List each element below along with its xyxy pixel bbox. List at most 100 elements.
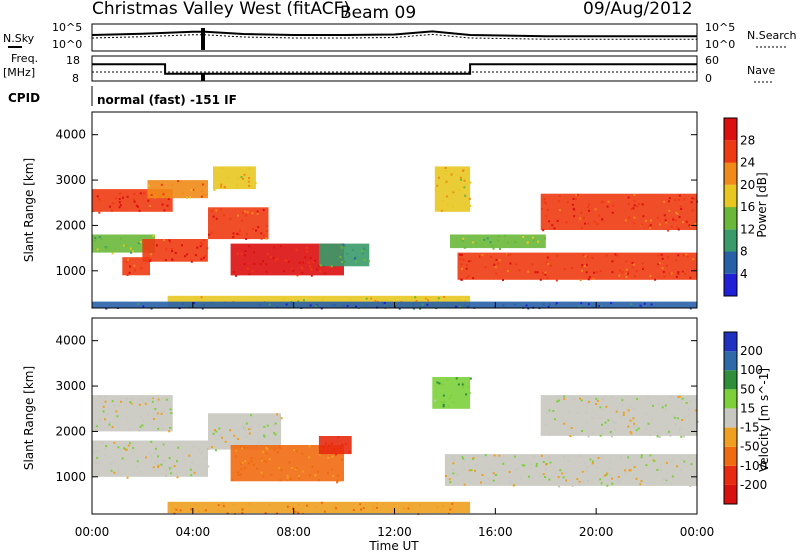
- velocity-speck: [461, 383, 464, 386]
- velocity-colorbar-tick: 100: [740, 363, 763, 377]
- power-speck: [340, 246, 343, 249]
- power-speck: [666, 264, 668, 267]
- power-ytick-label: 1000: [55, 264, 86, 278]
- velocity-speck: [151, 397, 154, 399]
- velocity-speck: [457, 383, 460, 386]
- velocity-speck: [115, 410, 118, 413]
- power-speck: [675, 211, 678, 214]
- power-speck: [689, 276, 692, 279]
- velocity-speck: [249, 427, 252, 430]
- velocity-speck: [294, 510, 297, 513]
- power-speck: [618, 274, 621, 277]
- power-speck: [309, 265, 312, 268]
- velocity-speck: [237, 473, 240, 476]
- velocity-speck: [407, 507, 410, 510]
- velocity-speck: [314, 474, 317, 477]
- power-speck: [638, 203, 640, 206]
- power-speck: [499, 248, 501, 250]
- velocity-speck: [455, 377, 458, 380]
- velocity-speck: [465, 393, 468, 396]
- power-speck: [468, 305, 471, 308]
- power-speck: [632, 207, 635, 210]
- power-speck: [513, 240, 516, 243]
- velocity-speck: [339, 447, 342, 449]
- power-speck: [573, 215, 576, 218]
- velocity-region-2: [208, 413, 282, 450]
- velocity-speck: [470, 469, 473, 472]
- power-speck: [334, 304, 337, 307]
- power-speck: [467, 275, 470, 277]
- velocity-speck: [627, 409, 630, 412]
- velocity-speck: [452, 462, 455, 465]
- velocity-speck: [203, 509, 206, 512]
- power-speck: [272, 257, 275, 260]
- velocity-speck: [673, 416, 676, 419]
- velocity-speck: [352, 509, 355, 512]
- velocity-speck: [175, 508, 178, 511]
- power-speck: [635, 205, 638, 208]
- power-speck: [587, 278, 590, 281]
- power-speck: [685, 253, 688, 256]
- velocity-speck: [248, 502, 251, 505]
- plot-date: 09/Aug/2012: [583, 0, 693, 19]
- power-speck: [232, 232, 235, 235]
- velocity-speck: [601, 456, 604, 459]
- velocity-speck: [492, 472, 495, 475]
- velocity-speck: [98, 461, 100, 464]
- velocity-speck: [165, 469, 168, 472]
- velocity-speck: [676, 417, 679, 420]
- power-speck: [494, 266, 497, 269]
- velocity-speck: [360, 508, 362, 511]
- power-speck: [536, 271, 539, 274]
- power-speck: [463, 179, 466, 182]
- velocity-speck: [189, 468, 192, 471]
- velocity-speck: [123, 447, 126, 450]
- power-speck: [236, 232, 239, 235]
- velocity-speck: [278, 445, 281, 448]
- velocity-speck: [464, 459, 467, 462]
- velocity-speck: [548, 433, 551, 436]
- velocity-region-0: [92, 395, 173, 432]
- velocity-speck: [276, 451, 279, 454]
- velocity-speck: [528, 475, 530, 478]
- power-speck: [265, 263, 268, 266]
- power-speck: [477, 255, 480, 258]
- velocity-speck: [695, 418, 698, 421]
- velocity-speck: [689, 400, 692, 403]
- power-speck: [235, 274, 237, 277]
- power-speck: [296, 274, 299, 277]
- velocity-speck: [480, 481, 482, 484]
- velocity-speck: [685, 401, 688, 404]
- velocity-speck: [260, 458, 263, 461]
- velocity-speck: [215, 430, 218, 433]
- velocity-speck: [659, 463, 662, 466]
- velocity-speck: [156, 455, 159, 458]
- power-speck: [170, 248, 173, 250]
- power-speck: [361, 249, 364, 252]
- velocity-speck: [561, 472, 564, 475]
- velocity-speck: [231, 479, 234, 481]
- velocity-speck: [322, 445, 325, 448]
- power-speck: [355, 305, 358, 308]
- power-speck: [682, 221, 685, 223]
- power-speck: [323, 296, 325, 299]
- velocity-speck: [190, 508, 193, 511]
- power-ytick-label: 2000: [55, 218, 86, 232]
- power-speck: [579, 217, 582, 220]
- power-speck: [229, 218, 232, 221]
- velocity-speck: [239, 473, 242, 476]
- velocity-speck: [657, 432, 659, 435]
- velocity-panel: 1000 2000 3000 4000 Slant Range [km] 200 100…: [22, 317, 771, 516]
- velocity-speck: [295, 450, 298, 453]
- velocity-speck: [628, 469, 631, 472]
- velocity-ytick-label: 1000: [55, 470, 86, 484]
- power-speck: [674, 199, 677, 202]
- velocity-speck: [297, 503, 300, 506]
- velocity-speck: [292, 506, 294, 509]
- velocity-speck: [162, 443, 165, 446]
- velocity-speck: [179, 509, 182, 512]
- power-speck: [240, 252, 243, 255]
- power-speck: [142, 305, 145, 308]
- velocity-speck: [508, 471, 511, 473]
- velocity-speck: [687, 408, 690, 411]
